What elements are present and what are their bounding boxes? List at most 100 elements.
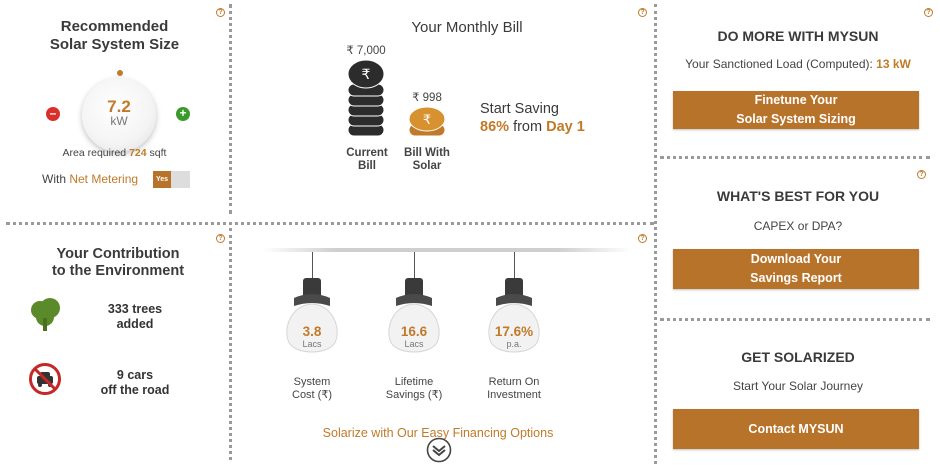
current-bill-label: Current Bill xyxy=(332,147,402,173)
bulb-label-line: Cost (₹) xyxy=(292,389,332,401)
title-line: Recommended xyxy=(60,18,169,35)
net-metering-label: Net Metering xyxy=(69,172,139,186)
bulb-value: 3.8 xyxy=(302,324,322,339)
decrease-button[interactable]: – xyxy=(46,107,60,121)
net-metering-toggle[interactable]: Yes xyxy=(153,171,190,188)
toggle-on-label: Yes xyxy=(153,171,171,188)
saving-line: Start Saving xyxy=(480,101,559,117)
bulb-unit: p.a. xyxy=(506,339,522,349)
saving-percent: 86% xyxy=(480,119,510,135)
title-line: Your Contribution xyxy=(56,246,180,262)
solar-size-title: Recommended Solar System Size xyxy=(0,18,229,54)
help-icon[interactable]: ? xyxy=(917,170,926,179)
lightbulb-icon xyxy=(388,278,440,353)
area-required: Area required 724 sqft xyxy=(0,147,229,159)
size-unit: kW xyxy=(110,114,128,128)
contact-mysun-button[interactable]: Contact MYSUN xyxy=(673,409,919,449)
saving-message: Start Saving 86% from Day 1 xyxy=(480,100,585,136)
bulb-value-block: 17.6% p.a. xyxy=(474,324,554,350)
bulb-unit: Lacs xyxy=(302,339,322,349)
bulb-label-line: System xyxy=(293,376,331,388)
help-icon[interactable]: ? xyxy=(216,234,225,243)
button-line: Download Your xyxy=(750,252,842,266)
no-car-icon xyxy=(29,363,61,395)
bulb-stat: 17.6% p.a. Return On Investment xyxy=(474,252,554,422)
help-icon[interactable]: ? xyxy=(924,8,933,17)
net-metering-prefix: With xyxy=(42,172,66,186)
label-line: Bill xyxy=(358,160,376,172)
bill-title: Your Monthly Bill xyxy=(411,19,523,36)
sanctioned-load: Your Sanctioned Load (Computed): 13 kW xyxy=(658,57,938,71)
increase-button[interactable]: + xyxy=(176,107,190,121)
bulb-label: Lifetime Savings (₹) xyxy=(374,376,454,402)
tree-icon xyxy=(31,298,60,331)
cars-stat: 9 cars off the road xyxy=(85,368,185,398)
saving-day: Day 1 xyxy=(546,119,585,135)
financing-link[interactable]: Solarize with Our Easy Financing Options xyxy=(322,426,554,440)
lightbulb-icon xyxy=(286,278,338,353)
monthly-bill-panel: ? Your Monthly Bill ₹ 7,000 ₹ Current Bi… xyxy=(232,0,654,222)
finetune-button[interactable]: Finetune Your Solar System Sizing xyxy=(673,91,919,129)
dial-handle[interactable] xyxy=(117,70,123,76)
bulb-label-line: Investment xyxy=(487,389,541,401)
solar-size-panel: ? Recommended Solar System Size – + 7.2 … xyxy=(0,0,229,222)
area-value: 724 xyxy=(129,147,147,159)
divider-row-right-1 xyxy=(660,156,930,159)
solar-coin-icon: ₹ xyxy=(408,106,446,137)
divider-left xyxy=(229,4,232,214)
coin-stack-icon: ₹ xyxy=(347,59,385,137)
button-line: Finetune Your xyxy=(754,93,838,107)
saving-line-2: 86% from Day 1 xyxy=(480,118,585,136)
bulb-value: 16.6 xyxy=(400,324,428,339)
get-solarized-title: GET SOLARIZED xyxy=(741,349,855,365)
load-label: Your Sanctioned Load (Computed): xyxy=(685,57,873,71)
solar-bill-amount: ₹ 998 xyxy=(412,92,442,104)
environment-title: Your Contribution to the Environment xyxy=(0,246,236,280)
bulb-rail xyxy=(262,248,632,252)
label-line: Solar xyxy=(412,160,442,172)
bulb-stat: 16.6 Lacs Lifetime Savings (₹) xyxy=(374,252,454,422)
lightbulb-icon xyxy=(488,278,540,353)
cars-label: off the road xyxy=(100,383,170,397)
chevron-down-icon[interactable] xyxy=(426,437,452,463)
bulb-value-block: 3.8 Lacs xyxy=(272,324,352,350)
whats-best-panel: ? WHAT'S BEST FOR YOU CAPEX or DPA? Down… xyxy=(658,160,940,318)
bulb-stat: 3.8 Lacs System Cost (₹) xyxy=(272,252,352,422)
trees-label: added xyxy=(116,317,154,331)
bulb-label-line: Savings (₹) xyxy=(385,389,443,401)
solar-journey-text: Start Your Solar Journey xyxy=(732,379,864,393)
divider-row-left xyxy=(6,222,654,225)
help-icon[interactable]: ? xyxy=(638,234,647,243)
bulb-wire xyxy=(514,252,515,278)
help-icon[interactable]: ? xyxy=(638,8,647,17)
divider-left-lower xyxy=(229,228,232,460)
bulb-label: System Cost (₹) xyxy=(272,376,352,402)
environment-panel: ? Your Contribution to the Environment 3… xyxy=(0,226,229,472)
download-report-button[interactable]: Download Your Savings Report xyxy=(673,249,919,289)
bulb-label-line: Lifetime xyxy=(394,376,434,388)
trees-value: 333 trees xyxy=(107,302,163,316)
load-value: 13 kW xyxy=(876,57,911,71)
bulb-unit: Lacs xyxy=(404,339,424,349)
button-line: Solar System Sizing xyxy=(736,112,856,126)
capex-question: CAPEX or DPA? xyxy=(753,219,843,233)
bulb-label: Return On Investment xyxy=(474,376,554,402)
label-line: Current xyxy=(346,147,388,159)
bulb-value: 17.6% xyxy=(494,324,534,339)
bulb-wire xyxy=(312,252,313,278)
button-line: Savings Report xyxy=(750,271,842,285)
svg-text:₹: ₹ xyxy=(362,67,371,83)
divider-row-right-2 xyxy=(660,318,930,321)
label-line: Bill With xyxy=(404,147,450,159)
financials-panel: ? 3.8 Lacs System Cost (₹) 16.6 Lacs Lifetime S… xyxy=(232,226,654,472)
whats-best-title: WHAT'S BEST FOR YOU xyxy=(716,188,880,204)
area-unit: sqft xyxy=(149,147,167,159)
title-line: to the Environment xyxy=(51,263,185,279)
area-prefix: Area required xyxy=(62,147,127,159)
current-bill-amount: ₹ 7,000 xyxy=(346,45,386,57)
help-icon[interactable]: ? xyxy=(216,8,225,17)
size-number: 7.2 xyxy=(107,97,131,116)
system-size-dial[interactable] xyxy=(82,78,156,152)
mysun-title: DO MORE WITH MYSUN xyxy=(717,28,879,44)
get-solarized-panel: GET SOLARIZED Start Your Solar Journey C… xyxy=(658,322,940,472)
